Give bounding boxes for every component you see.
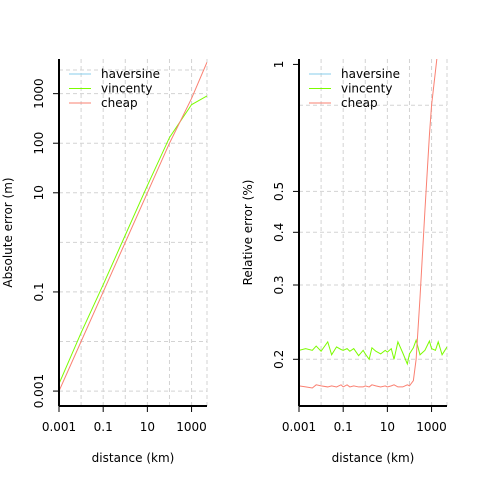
series-line-vincenty (299, 338, 447, 366)
y-tick-label: 0.2 (272, 350, 286, 369)
legend-label-vincenty: vincenty (101, 82, 152, 96)
legend-label-cheap: cheap (341, 96, 378, 110)
y-tick-label: 1 (272, 61, 286, 69)
y-tick-label: 0.1 (32, 282, 46, 301)
x-tick-label: 0.1 (94, 420, 113, 434)
series-line-cheap (59, 62, 207, 392)
x-axis-title: distance (km) (332, 451, 415, 465)
absolute-error-panel: 0.001 0.1 10 1000 0.001 0.1 10 100 1000 distance … (1, 59, 208, 465)
y-tick-label: 0.4 (272, 223, 286, 242)
y-tick-label: 1000 (32, 78, 46, 109)
legend-label-haversine: haversine (101, 67, 160, 81)
x-tick-label: 0.001 (282, 420, 316, 434)
legend-label-vincenty: vincenty (341, 82, 392, 96)
y-tick-label: 10 (32, 185, 46, 200)
x-tick-label: 10 (380, 420, 395, 434)
y-axis-title: Absolute error (m) (1, 177, 15, 287)
x-tick-label: 0.1 (334, 420, 353, 434)
y-tick-label: 100 (32, 132, 46, 155)
relative-error-panel: 0.001 0.1 10 1000 0.2 0.3 0.4 0.5 1 distance (km)… (241, 59, 448, 465)
y-tick-label: 0.5 (272, 182, 286, 201)
grid-lines (298, 59, 448, 406)
x-tick-label: 0.001 (42, 420, 76, 434)
series-line-vincenty (59, 95, 207, 385)
y-tick-label: 0.001 (32, 374, 46, 408)
legend-label-cheap: cheap (101, 96, 138, 110)
legend-label-haversine: haversine (341, 67, 400, 81)
y-tick-label: 0.3 (272, 275, 286, 294)
x-axis-title: distance (km) (92, 451, 175, 465)
y-axis-title: Relative error (%) (241, 180, 255, 286)
x-tick-label: 1000 (176, 420, 207, 434)
series-group (59, 62, 207, 392)
x-tick-label: 10 (140, 420, 155, 434)
series-group (299, 59, 447, 389)
grid-lines (58, 59, 208, 406)
x-tick-label: 1000 (416, 420, 447, 434)
series-line-cheap (299, 59, 438, 389)
